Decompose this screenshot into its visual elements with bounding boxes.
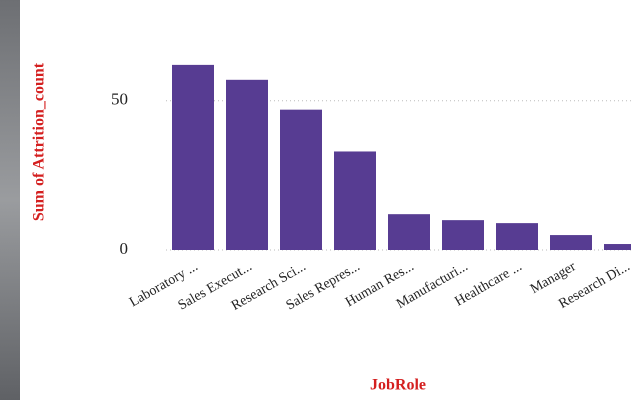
bar bbox=[226, 79, 268, 250]
bar bbox=[334, 151, 376, 250]
y-axis-title: Sum of Attrition_count bbox=[31, 62, 48, 221]
bar bbox=[442, 220, 484, 250]
bar bbox=[604, 244, 631, 250]
bar bbox=[388, 214, 430, 250]
bar bbox=[550, 235, 592, 250]
bar bbox=[172, 64, 214, 250]
bar bbox=[496, 223, 538, 250]
bar bbox=[280, 109, 322, 251]
y-tick-label: 0 bbox=[120, 239, 129, 258]
y-tick-label: 50 bbox=[111, 90, 128, 109]
x-axis-title: JobRole bbox=[370, 377, 426, 394]
background-strip bbox=[0, 0, 20, 400]
